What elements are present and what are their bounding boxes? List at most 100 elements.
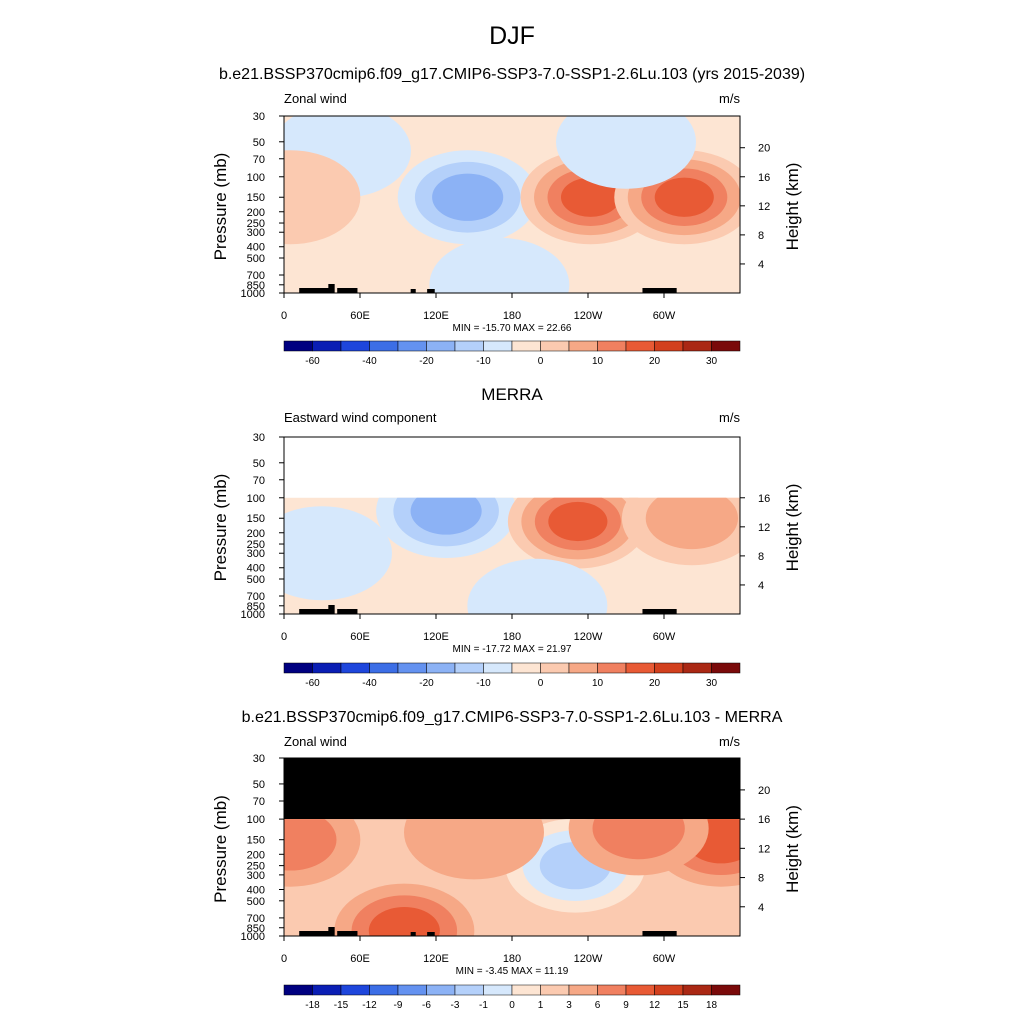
panel-1: b.e21.BSSP370cmip6.f09_g17.CMIP6-SSP3-7.…: [211, 66, 805, 367]
pressure-tick-label: 250: [247, 861, 265, 873]
colorbar-box: [397, 662, 427, 674]
height-tick-label: 4: [758, 902, 764, 914]
colorbar-label: -40: [362, 356, 377, 367]
colorbar-box: [397, 340, 427, 352]
contour-level: [645, 497, 739, 550]
topography: [410, 289, 416, 293]
pressure-tick-label: 400: [247, 242, 265, 254]
pressure-tick-label: 850: [247, 601, 265, 613]
height-tick-label: 16: [758, 493, 770, 505]
x-tick-label: 0: [281, 953, 287, 965]
colorbar-box: [511, 340, 541, 352]
pressure-tick-label: 300: [247, 548, 265, 560]
x-tick-label: 120E: [423, 631, 449, 643]
pressure-tick-label: 850: [247, 923, 265, 935]
topography: [337, 609, 358, 614]
pressure-tick-label: 850: [247, 280, 265, 292]
topography: [299, 288, 330, 293]
colorbar-box: [568, 340, 598, 352]
stats-label: MIN = -15.70 MAX = 22.66: [453, 323, 572, 334]
units-label: m/s: [719, 410, 740, 425]
colorbar-box: [283, 662, 313, 674]
pressure-tick-label: 700: [247, 591, 265, 603]
x-tick-label: 180: [503, 310, 521, 322]
pressure-tick-label: 400: [247, 884, 265, 896]
pressure-tick-label: 150: [247, 513, 265, 525]
colorbar-label: -60: [305, 356, 320, 367]
x-tick-label: 60W: [653, 953, 676, 965]
x-tick-label: 120E: [423, 953, 449, 965]
colorbar-box: [483, 340, 513, 352]
colorbar-box: [682, 662, 712, 674]
topography: [410, 932, 416, 936]
colorbar-box: [568, 662, 598, 674]
contour-level: [592, 819, 685, 860]
colorbar-box: [654, 984, 684, 996]
y2-axis-label: Height (km): [783, 805, 802, 893]
colorbar-label: -60: [305, 678, 320, 689]
colorbar-box: [483, 984, 513, 996]
colorbar-label: 20: [649, 678, 661, 689]
pressure-tick-label: 700: [247, 913, 265, 925]
colorbar-label: 3: [566, 1000, 572, 1011]
height-tick-label: 20: [758, 143, 770, 155]
pressure-tick-label: 70: [253, 154, 265, 166]
pressure-tick-label: 50: [253, 137, 265, 149]
colorbar-box: [397, 984, 427, 996]
colorbar-box: [711, 662, 741, 674]
topography: [427, 289, 435, 293]
colorbar-box: [540, 340, 570, 352]
pressure-tick-label: 150: [247, 192, 265, 204]
colorbar-label: 6: [595, 1000, 601, 1011]
pressure-tick-label: 300: [247, 870, 265, 882]
topography: [337, 931, 358, 936]
contour-level: [654, 177, 714, 217]
pressure-tick-label: 500: [247, 253, 265, 265]
x-tick-label: 60W: [653, 310, 676, 322]
panel-3: b.e21.BSSP370cmip6.f09_g17.CMIP6-SSP3-7.…: [211, 709, 802, 1011]
units-label: m/s: [719, 734, 740, 749]
contour-level: [284, 506, 392, 601]
colorbar-box: [540, 662, 570, 674]
topography: [328, 927, 335, 936]
colorbar-box: [340, 662, 370, 674]
pressure-tick-label: 100: [247, 814, 265, 826]
pressure-tick-label: 50: [253, 779, 265, 791]
colorbar-box: [625, 340, 655, 352]
pressure-tick-label: 50: [253, 458, 265, 470]
pressure-tick-label: 1000: [241, 931, 265, 943]
colorbar-box: [369, 984, 399, 996]
colorbar-box: [625, 662, 655, 674]
colorbar-box: [426, 340, 456, 352]
colorbar-box: [682, 984, 712, 996]
topography: [337, 288, 358, 293]
colorbar-box: [340, 340, 370, 352]
colorbar-box: [369, 662, 399, 674]
y-axis-label: Pressure (mb): [211, 795, 230, 903]
contour-level: [410, 497, 482, 535]
height-tick-label: 12: [758, 201, 770, 213]
contour-level: [284, 819, 337, 871]
height-tick-label: 20: [758, 785, 770, 797]
variable-label: Zonal wind: [284, 734, 347, 749]
colorbar-box: [283, 984, 313, 996]
topography: [642, 609, 677, 614]
topography: [427, 932, 435, 936]
stats-label: MIN = -3.45 MAX = 11.19: [456, 966, 569, 977]
x-tick-label: 60E: [350, 631, 370, 643]
height-tick-label: 16: [758, 172, 770, 184]
colorbar-label: 1: [538, 1000, 544, 1011]
panel-title: MERRA: [481, 385, 543, 404]
pressure-tick-label: 1000: [241, 609, 265, 621]
colorbar-box: [597, 340, 627, 352]
colorbar-box: [283, 340, 313, 352]
colorbar-box: [625, 984, 655, 996]
height-tick-label: 16: [758, 814, 770, 826]
colorbar-box: [540, 984, 570, 996]
colorbar-box: [483, 662, 513, 674]
contour-level: [284, 150, 361, 245]
x-tick-label: 0: [281, 631, 287, 643]
pressure-tick-label: 100: [247, 172, 265, 184]
contour-level: [548, 501, 608, 542]
colorbar-label: 0: [538, 356, 544, 367]
